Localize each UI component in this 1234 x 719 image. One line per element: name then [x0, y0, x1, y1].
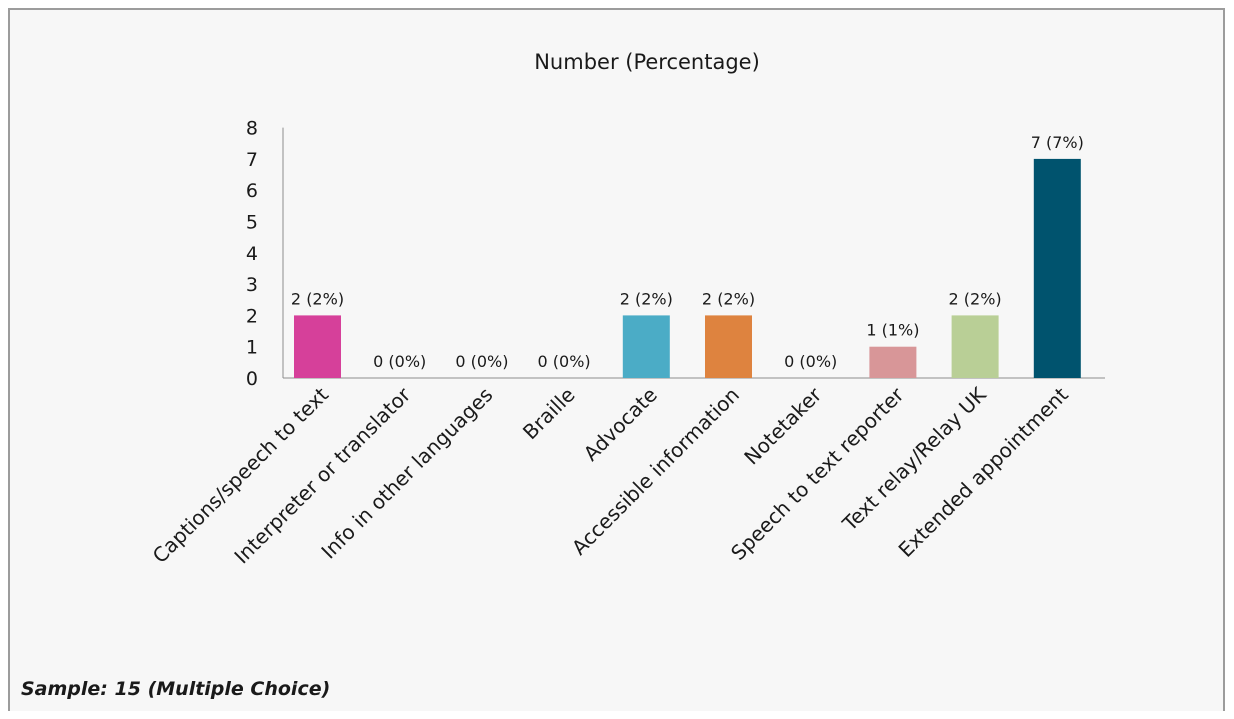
- bar: [869, 346, 917, 378]
- bar: [1033, 158, 1081, 378]
- data-label: 0 (0%): [455, 352, 508, 371]
- sample-note: Sample: 15 (Multiple Choice): [21, 678, 331, 700]
- y-tick-label: 6: [246, 180, 258, 202]
- bar: [951, 315, 999, 378]
- data-label: 7 (7%): [1031, 133, 1084, 152]
- data-label: 1 (1%): [866, 321, 919, 340]
- data-label: 2 (2%): [949, 289, 1002, 308]
- category-label: Extended appointment: [894, 382, 1073, 561]
- y-tick-label: 2: [246, 305, 258, 327]
- y-tick-label: 3: [246, 274, 258, 296]
- category-label: Advocate: [579, 383, 662, 466]
- data-label: 0 (0%): [538, 352, 591, 371]
- category-label: Braille: [518, 383, 580, 445]
- bar: [294, 315, 341, 378]
- data-label: 2 (2%): [702, 289, 755, 308]
- y-tick-label: 7: [246, 149, 258, 171]
- y-tick-label: 5: [246, 212, 258, 234]
- category-label: Accessible information: [567, 383, 744, 560]
- data-label: 0 (0%): [784, 352, 837, 371]
- category-label: Notetaker: [739, 382, 826, 469]
- y-tick-label: 0: [246, 368, 258, 390]
- bar: [622, 315, 670, 378]
- category-label: Info in other languages: [316, 383, 497, 564]
- bar: [705, 315, 752, 378]
- data-label: 0 (0%): [373, 352, 426, 371]
- y-tick-label: 1: [246, 337, 258, 359]
- chart-title: Number (Percentage): [534, 50, 760, 74]
- data-label: 2 (2%): [291, 289, 344, 308]
- y-tick-label: 4: [246, 243, 258, 265]
- y-tick-label: 8: [246, 118, 258, 140]
- category-label: Text relay/Relay UK: [837, 382, 991, 536]
- data-label: 2 (2%): [620, 289, 673, 308]
